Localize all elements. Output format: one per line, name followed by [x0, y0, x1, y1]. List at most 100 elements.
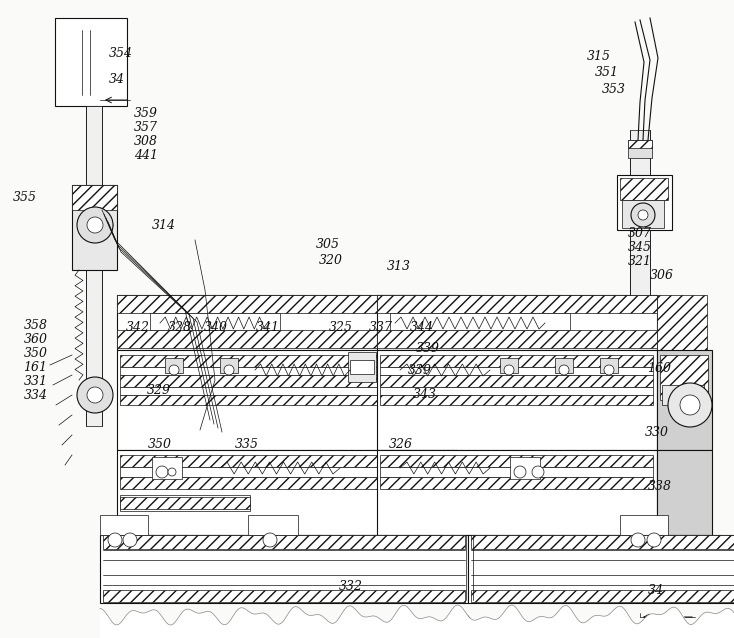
- Bar: [380, 355, 653, 367]
- Bar: [120, 455, 455, 467]
- Bar: [120, 495, 250, 511]
- Bar: [380, 367, 653, 375]
- Bar: [103, 535, 465, 549]
- Text: 359: 359: [134, 107, 159, 120]
- Circle shape: [77, 207, 113, 243]
- Text: 330: 330: [644, 426, 669, 439]
- Text: 357: 357: [134, 121, 159, 134]
- Text: 342: 342: [126, 321, 150, 334]
- Bar: [555, 358, 573, 373]
- Bar: [120, 355, 455, 367]
- Text: 340: 340: [204, 321, 228, 334]
- Circle shape: [647, 533, 661, 547]
- Bar: [377, 295, 657, 313]
- Text: 344: 344: [410, 321, 434, 334]
- Bar: [72, 185, 117, 270]
- Circle shape: [87, 387, 103, 403]
- Bar: [117, 295, 457, 313]
- Bar: [117, 350, 457, 450]
- Text: 335: 335: [235, 438, 259, 451]
- Bar: [380, 477, 653, 489]
- Text: 351: 351: [595, 66, 619, 79]
- Bar: [377, 330, 657, 348]
- Bar: [165, 358, 183, 373]
- Bar: [72, 185, 117, 210]
- Bar: [120, 367, 455, 375]
- Bar: [620, 515, 668, 535]
- Text: 329: 329: [147, 384, 171, 397]
- Bar: [628, 140, 652, 148]
- Bar: [103, 590, 465, 602]
- Circle shape: [638, 210, 648, 220]
- Text: 315: 315: [587, 50, 611, 63]
- Text: 305: 305: [316, 238, 340, 251]
- Text: 355: 355: [13, 191, 37, 204]
- Bar: [220, 358, 238, 373]
- Text: 441: 441: [134, 149, 159, 162]
- Bar: [377, 350, 657, 450]
- Bar: [100, 535, 468, 603]
- Bar: [600, 358, 618, 373]
- Text: 345: 345: [628, 241, 652, 254]
- Bar: [120, 477, 455, 489]
- Bar: [55, 18, 127, 106]
- Text: 339: 339: [416, 343, 440, 355]
- Circle shape: [156, 466, 168, 478]
- Circle shape: [668, 383, 712, 427]
- Text: 313: 313: [387, 260, 411, 273]
- Bar: [620, 178, 668, 200]
- Bar: [617, 175, 672, 230]
- Circle shape: [532, 466, 544, 478]
- Circle shape: [631, 533, 645, 547]
- Bar: [377, 450, 657, 535]
- Circle shape: [169, 365, 179, 375]
- Bar: [117, 330, 457, 348]
- Bar: [152, 457, 182, 479]
- Text: 332: 332: [339, 581, 363, 593]
- Bar: [628, 140, 652, 158]
- Circle shape: [87, 217, 103, 233]
- Text: 337: 337: [368, 321, 393, 334]
- Bar: [500, 358, 518, 373]
- Bar: [662, 385, 704, 405]
- Bar: [471, 535, 734, 549]
- Bar: [468, 535, 734, 603]
- Text: 350: 350: [23, 347, 48, 360]
- Text: 34: 34: [647, 584, 664, 597]
- Text: 307: 307: [628, 227, 652, 240]
- Text: 331: 331: [23, 375, 48, 388]
- Text: 350: 350: [148, 438, 172, 451]
- Text: 338: 338: [647, 480, 672, 493]
- Text: 339: 339: [408, 364, 432, 376]
- Circle shape: [604, 365, 614, 375]
- Bar: [117, 295, 457, 350]
- Bar: [630, 130, 650, 295]
- Bar: [657, 350, 712, 450]
- Text: 354: 354: [109, 47, 133, 60]
- Bar: [380, 375, 653, 387]
- Circle shape: [559, 365, 569, 375]
- Circle shape: [77, 377, 113, 413]
- Circle shape: [263, 533, 277, 547]
- Circle shape: [224, 365, 234, 375]
- Bar: [120, 395, 455, 405]
- Text: 353: 353: [602, 83, 626, 96]
- Circle shape: [514, 466, 526, 478]
- Bar: [100, 515, 148, 535]
- Bar: [150, 313, 280, 330]
- Circle shape: [108, 533, 122, 547]
- Text: 160: 160: [647, 362, 672, 375]
- Text: 326: 326: [389, 438, 413, 451]
- Bar: [390, 313, 570, 330]
- Bar: [380, 467, 653, 477]
- Bar: [117, 450, 457, 535]
- Text: 34: 34: [109, 73, 125, 85]
- Bar: [657, 450, 712, 535]
- Text: 360: 360: [23, 333, 48, 346]
- Bar: [120, 375, 455, 387]
- Text: 161: 161: [23, 361, 48, 374]
- Circle shape: [680, 395, 700, 415]
- Bar: [377, 295, 657, 350]
- Bar: [380, 395, 653, 405]
- Bar: [348, 352, 376, 382]
